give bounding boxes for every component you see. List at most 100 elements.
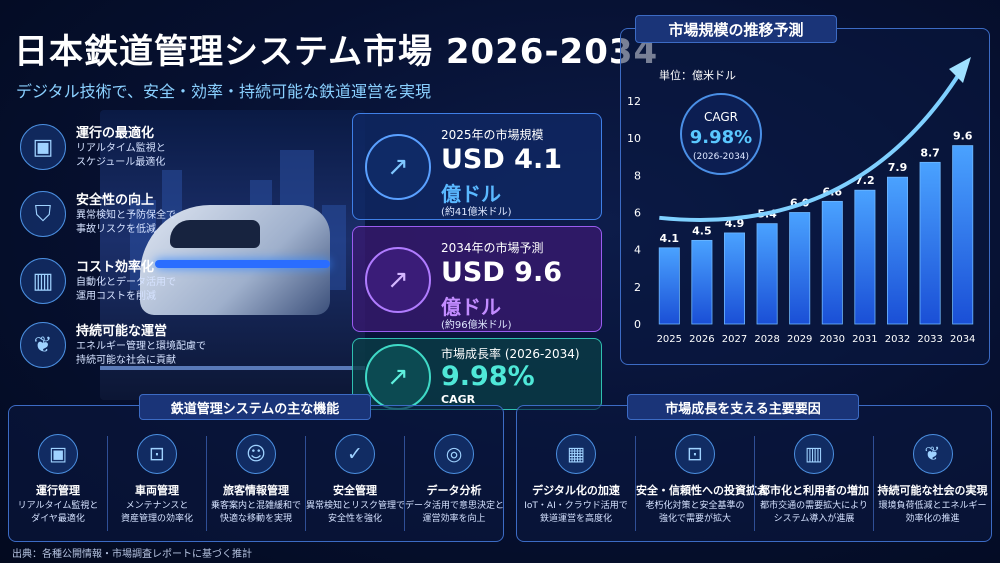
growth-chart-icon: ↗ (365, 247, 431, 313)
stat-value: USD 4.1 (441, 144, 563, 175)
stat-card-cagr: ↗ 市場成長率 (2026-2034) 9.98% CAGR (352, 338, 602, 410)
function-title: データ分析 (426, 484, 482, 497)
page-title: 日本鉄道管理システム市場 2026-2034 (14, 32, 659, 72)
bar-chart-icon: ▥ (20, 258, 66, 304)
data-label: 9.6 (953, 130, 973, 143)
driver-desc: 都市交通の需要拡大により システム導入が進展 (760, 501, 868, 524)
x-tick-label: 2034 (950, 334, 975, 345)
bar-2030 (821, 200, 843, 325)
x-tick-label: 2027 (722, 334, 747, 345)
monitor-icon: ▣ (20, 124, 66, 170)
stat-card-2034: ↗ 2034年の市場予測 USD 9.6 億ドル (約96億米ドル) (352, 226, 602, 332)
x-tick-label: 2033 (917, 334, 942, 345)
benefit-operations: ▣ 運行の最適化 リアルタイム監視と スケジュール最適化 (14, 118, 209, 180)
chart-monitor-icon: ▣ (38, 434, 78, 474)
driver-item: ▦ デジタル化の加速 IoT・AI・クラウド活用で 鉄道運営を高度化 (517, 434, 635, 539)
cagr-badge-value: 9.98% (690, 127, 752, 148)
driver-title: 都市化と利用者の増加 (759, 484, 869, 497)
leaf-icon: ❦ (20, 322, 66, 368)
shield-icon: ⛉ (20, 191, 66, 237)
leaf-icon: ❦ (912, 434, 953, 474)
benefit-desc: リアルタイム監視と スケジュール最適化 (76, 143, 166, 168)
benefit-desc: エネルギー管理と環境配慮で 持続可能な社会に貢献 (76, 341, 206, 366)
y-tick-label: 4 (634, 244, 641, 257)
stat-value: USD 9.6 (441, 257, 563, 288)
benefit-title: 運行の最適化 (76, 126, 155, 141)
cagr-badge: CAGR 9.98% (2026-2034) (680, 93, 762, 175)
function-desc: データ活用で意思決定と 運営効率を向上 (405, 501, 505, 524)
driver-desc: IoT・AI・クラウド活用で 鉄道運営を高度化 (524, 501, 628, 524)
data-label: 8.7 (920, 146, 940, 159)
x-tick-label: 2025 (657, 334, 682, 345)
function-item: ✓ 安全管理 異常検知とリスク管理で 安全性を強化 (306, 434, 406, 539)
function-desc: 乗客案内と混雑緩和で 快適な移動を実現 (210, 501, 301, 524)
function-title: 車両管理 (135, 484, 179, 497)
shield-check-icon: ✓ (335, 434, 375, 474)
stat-unit: CAGR (441, 393, 476, 406)
stat-label: 市場成長率 (2026-2034) (441, 347, 580, 361)
cagr-badge-label: CAGR (704, 110, 738, 124)
growth-chart-icon: ↗ (365, 134, 431, 200)
market-size-chart-panel: 市場規模の推移予測 単位：億米ドル 0 2 4 6 8 10 12 4.1 4.5 4.9 5.4… (620, 15, 990, 365)
functions-title: 鉄道管理システムの主な機能 (139, 394, 371, 420)
y-tick-label: 2 (634, 281, 641, 294)
x-tick-label: 2026 (689, 334, 714, 345)
stat-note: (約96億米ドル) (441, 320, 512, 331)
x-tick-label: 2029 (787, 334, 812, 345)
train-front-icon: ⊡ (675, 434, 715, 474)
function-item: ◎ データ分析 データ活用で意思決定と 運営効率を向上 (405, 434, 505, 539)
source-note: 出典：各種公開情報・市場調査レポートに基づく推計 (12, 549, 252, 560)
benefit-title: コスト効率化 (76, 260, 155, 275)
database-icon: ◎ (434, 434, 474, 474)
y-tick-label: 10 (627, 132, 641, 145)
stat-card-2025: ↗ 2025年の市場規模 USD 4.1 億ドル (約41億米ドル) (352, 113, 602, 220)
cagr-badge-period: (2026-2034) (693, 152, 749, 162)
bar-2025 (658, 247, 680, 325)
driver-desc: 環境負荷低減とエネルギー 効率化の推進 (878, 501, 987, 524)
benefit-desc: 異常検知と予防保全で 事故リスクを低減 (76, 210, 176, 235)
bar-2026 (691, 239, 713, 325)
x-tick-label: 2032 (885, 334, 910, 345)
drivers-panel: 市場成長を支える主要要因 ▦ デジタル化の加速 IoT・AI・クラウド活用で 鉄道… (516, 394, 992, 542)
city-icon: ▥ (794, 434, 834, 474)
driver-title: 持続可能な社会の実現 (877, 484, 988, 497)
function-item: ⊡ 車両管理 メンテナンスと 資産管理の効率化 (108, 434, 206, 539)
data-label: 4.1 (660, 232, 680, 245)
function-desc: メンテナンスと 資産管理の効率化 (120, 501, 193, 524)
y-tick-label: 0 (634, 318, 641, 331)
bar-2027 (723, 232, 746, 325)
stat-note: (約41億米ドル) (441, 207, 512, 218)
y-tick-label: 8 (634, 169, 641, 182)
benefit-safety: ⛉ 安全性の向上 異常検知と予防保全で 事故リスクを低減 (14, 185, 209, 247)
y-tick-label: 12 (627, 95, 641, 108)
x-tick-label: 2028 (754, 334, 779, 345)
chart-unit-label: 単位：億米ドル (659, 68, 736, 82)
function-desc: 異常検知とリスク管理で 安全性を強化 (306, 501, 406, 524)
stat-value: 9.98% (441, 361, 535, 392)
stat-unit: 億ドル (441, 182, 501, 206)
drivers-title: 市場成長を支える主要要因 (627, 394, 859, 420)
bar-2032 (886, 176, 909, 325)
stat-label: 2034年の市場予測 (441, 241, 544, 255)
bar-2028 (756, 223, 778, 325)
train-icon: ⊡ (137, 434, 177, 474)
bar-2029 (789, 212, 811, 325)
chip-icon: ▦ (556, 434, 596, 474)
benefit-sustainability: ❦ 持続可能な運営 エネルギー管理と環境配慮で 持続可能な社会に貢献 (14, 316, 209, 378)
driver-item: ▥ 都市化と利用者の増加 都市交通の需要拡大により システム導入が進展 (755, 434, 873, 539)
train-photo (100, 110, 365, 400)
stat-label: 2025年の市場規模 (441, 128, 544, 142)
function-item: ☺ 旅客情報管理 乗客案内と混雑緩和で 快適な移動を実現 (207, 434, 305, 539)
data-label: 4.5 (692, 224, 712, 237)
function-desc: リアルタイム監視と ダイヤ最適化 (17, 501, 99, 524)
y-tick-label: 6 (634, 207, 641, 220)
driver-item: ⊡ 安全・信頼性への投資拡大 老朽化対策と安全基準の 強化で需要が拡大 (636, 434, 768, 539)
x-tick-label: 2030 (820, 334, 845, 345)
benefit-cost: ▥ コスト効率化 自動化とデータ活用で 運用コストを削減 (14, 252, 209, 314)
bar-2031 (854, 189, 876, 325)
chart-title: 市場規模の推移予測 (635, 15, 837, 43)
benefit-desc: 自動化とデータ活用で 運用コストを削減 (76, 277, 176, 302)
bar-2033 (919, 161, 941, 325)
benefit-title: 持続可能な運営 (76, 324, 168, 339)
